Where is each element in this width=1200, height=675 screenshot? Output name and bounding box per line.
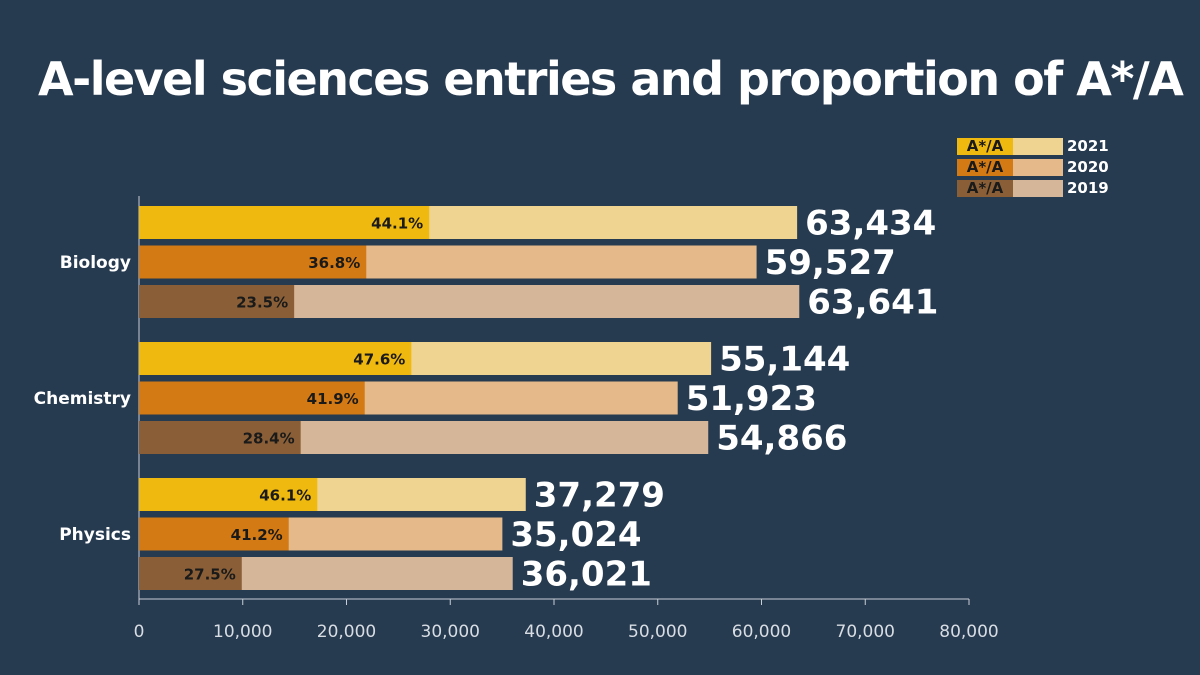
pct-label: 44.1% [371, 215, 423, 233]
pct-label: 41.2% [231, 526, 283, 544]
pct-label: 27.5% [184, 566, 236, 584]
bar-a-star-a-2019 [139, 557, 242, 590]
x-tick-label: 0 [134, 622, 145, 642]
total-label: 36,021 [521, 555, 652, 595]
category-label: Biology [60, 253, 131, 273]
legend-item-2021: A*/A 2021 [957, 136, 1109, 156]
bar-a-star-a-2019 [139, 285, 295, 318]
bar-a-star-a-2021 [139, 206, 430, 239]
bar-a-star-a-2020 [139, 381, 365, 415]
total-label: 63,434 [805, 204, 936, 244]
total-label: 51,923 [686, 379, 817, 419]
total-label: 37,279 [534, 476, 665, 516]
pct-label: 23.5% [236, 294, 288, 312]
legend: A*/A 2021 A*/A 2020 A*/A 2019 [957, 136, 1109, 199]
category-label: Chemistry [34, 389, 131, 409]
pct-label: 36.8% [308, 254, 360, 272]
pct-label: 41.9% [307, 390, 359, 408]
legend-swatch-light [1013, 137, 1063, 155]
pct-label: 46.1% [259, 487, 311, 505]
pct-label: 28.4% [243, 430, 295, 448]
x-tick-label: 10,000 [213, 622, 272, 642]
bar-a-star-a-2021 [139, 478, 318, 511]
x-tick-label: 20,000 [317, 622, 376, 642]
x-tick-label: 30,000 [421, 622, 480, 642]
legend-item-2020: A*/A 2020 [957, 157, 1109, 177]
category-label: Physics [59, 525, 131, 545]
total-label: 63,641 [807, 283, 938, 323]
legend-swatch-dark: A*/A [957, 179, 1013, 197]
total-label: 54,866 [716, 419, 847, 459]
legend-item-2019: A*/A 2019 [957, 178, 1109, 198]
x-tick-label: 60,000 [732, 622, 791, 642]
chart-title: A-level sciences entries and proportion … [38, 52, 1184, 106]
legend-swatch-dark: A*/A [957, 137, 1013, 155]
legend-swatch-light [1013, 179, 1063, 197]
legend-year: 2021 [1067, 137, 1109, 155]
bar-a-star-a-2020 [139, 517, 289, 551]
legend-year: 2020 [1067, 158, 1109, 176]
bar-a-star-a-2021 [139, 342, 412, 375]
bar-a-star-a-2020 [139, 245, 367, 279]
legend-swatch-light [1013, 158, 1063, 176]
x-tick-label: 40,000 [524, 622, 583, 642]
x-tick-label: 80,000 [939, 622, 998, 642]
bar-a-star-a-2019 [139, 421, 301, 454]
total-label: 59,527 [765, 243, 896, 283]
pct-label: 47.6% [353, 351, 405, 369]
x-tick-label: 50,000 [628, 622, 687, 642]
legend-year: 2019 [1067, 179, 1109, 197]
total-label: 55,144 [719, 340, 850, 380]
x-tick-label: 70,000 [836, 622, 895, 642]
total-label: 35,024 [510, 515, 641, 555]
legend-swatch-dark: A*/A [957, 158, 1013, 176]
